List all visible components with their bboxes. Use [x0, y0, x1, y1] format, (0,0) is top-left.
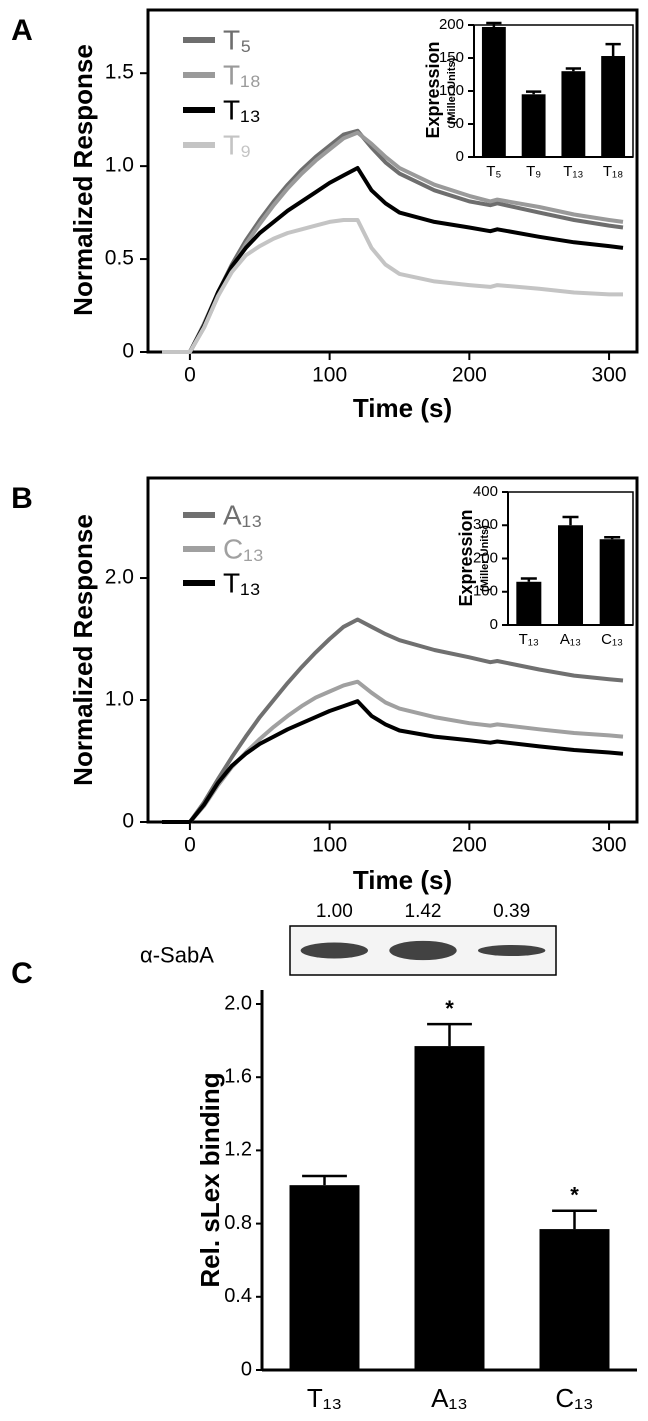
- x-tick-label: 300: [592, 834, 627, 857]
- x-tick-label: T₁₃: [519, 631, 539, 648]
- x-tick-label: 0: [184, 834, 196, 857]
- y-tick-label: 0.4: [224, 1285, 252, 1307]
- panel-label: C: [11, 957, 33, 990]
- blot-value-label: 0.39: [493, 901, 530, 922]
- blot-band: [477, 944, 546, 957]
- bar: [289, 1185, 360, 1370]
- y-tick-label: 400: [473, 483, 498, 500]
- bar: [601, 56, 626, 157]
- x-axis-label: Time (s): [353, 865, 452, 895]
- x-tick-label: A₁₃: [560, 631, 581, 648]
- x-tick-label: 0: [184, 364, 196, 387]
- error-bar: [565, 67, 582, 72]
- y-tick-label: 150: [439, 49, 464, 66]
- bar: [521, 94, 546, 157]
- data-line: [162, 679, 624, 824]
- blot-value-label: 1.00: [316, 901, 353, 922]
- data-line: [162, 617, 624, 824]
- error-bar: [605, 42, 621, 57]
- y-tick-label: 1.0: [105, 154, 134, 177]
- x-tick-label: 200: [452, 364, 487, 387]
- bar: [539, 1229, 610, 1370]
- error-bar: [427, 1022, 472, 1047]
- legend-label: T₉: [223, 129, 251, 160]
- y-tick-label: 100: [473, 583, 498, 600]
- plot-frame: [146, 476, 639, 824]
- y-axis-label: Normalized Response: [68, 514, 98, 786]
- x-tick-label: 300: [592, 364, 627, 387]
- panel-label: B: [11, 482, 33, 515]
- x-tick-label: T₁₈: [603, 163, 623, 180]
- y-tick-label: 2.0: [224, 992, 252, 1014]
- x-tick-label: 200: [452, 834, 487, 857]
- bar: [561, 71, 586, 157]
- legend-label: T₁₃: [223, 94, 261, 125]
- legend-label: T₁₃: [223, 567, 261, 598]
- y-axis-label: Rel. sLex binding: [195, 1072, 225, 1287]
- x-tick-label: C₁₃: [601, 631, 623, 648]
- error-bar: [520, 577, 537, 582]
- y-tick-label: 0.5: [105, 247, 134, 270]
- x-tick-label: A₁₃: [431, 1383, 468, 1413]
- y-tick-label: 200: [439, 16, 464, 33]
- x-tick-label: T₅: [486, 163, 501, 180]
- y-tick-label: 1.5: [105, 61, 134, 84]
- y-tick-label: 1.0: [105, 688, 134, 711]
- error-bar: [562, 515, 579, 526]
- y-tick-label: 0.8: [224, 1212, 252, 1234]
- data-line: [162, 218, 623, 354]
- y-tick-label: 50: [447, 115, 464, 132]
- bar: [481, 26, 506, 158]
- y-axis-label: Expression: [456, 509, 476, 606]
- plot-frame: [146, 8, 639, 354]
- y-tick-label: 0: [456, 148, 464, 165]
- y-tick-label: 1.6: [224, 1065, 252, 1087]
- panel-label: A: [11, 14, 33, 47]
- y-tick-label: 0: [241, 1358, 252, 1380]
- x-tick-label: C₁₃: [555, 1383, 593, 1413]
- significance-marker: *: [445, 996, 454, 1021]
- x-tick-label: T₁₃: [563, 163, 583, 180]
- bar: [414, 1046, 485, 1370]
- data-line: [162, 699, 624, 824]
- x-tick-label: 100: [312, 834, 347, 857]
- blot-band: [389, 940, 457, 961]
- bar: [599, 539, 625, 625]
- y-tick-label: 0: [122, 810, 134, 833]
- legend-label: A₁₃: [223, 499, 263, 530]
- y-tick-label: 1.2: [224, 1139, 252, 1161]
- significance-marker: *: [570, 1183, 579, 1208]
- legend-label: T₅: [223, 24, 251, 55]
- x-tick-label: T₉: [526, 163, 541, 180]
- y-axis-label: Expression: [423, 41, 443, 138]
- bar: [558, 525, 583, 625]
- legend-label: C₁₃: [223, 533, 264, 564]
- error-bar: [302, 1174, 347, 1186]
- x-tick-label: 100: [312, 364, 347, 387]
- y-tick-label: 0: [122, 340, 134, 363]
- blot-value-label: 1.42: [405, 901, 442, 922]
- y-tick-label: 0: [490, 616, 498, 633]
- error-bar: [604, 535, 621, 540]
- error-bar: [552, 1209, 597, 1230]
- bar: [516, 581, 542, 625]
- error-bar: [525, 90, 542, 95]
- blot-label: α-SabA: [140, 942, 214, 967]
- x-axis-label: Time (s): [353, 393, 452, 423]
- error-bar: [486, 21, 502, 27]
- y-tick-label: 100: [439, 82, 464, 99]
- x-tick-label: T₁₃: [307, 1383, 342, 1413]
- data-line: [162, 166, 624, 354]
- y-tick-label: 300: [473, 516, 498, 533]
- blot-band: [300, 942, 369, 959]
- legend-label: T₁₈: [223, 59, 261, 90]
- y-tick-label: 200: [473, 549, 498, 566]
- y-axis-label: Normalized Response: [68, 44, 98, 316]
- y-axis-sublabel: (Miller Units): [479, 525, 491, 592]
- y-tick-label: 2.0: [105, 566, 134, 589]
- y-axis-sublabel: (Miller Units): [446, 57, 458, 124]
